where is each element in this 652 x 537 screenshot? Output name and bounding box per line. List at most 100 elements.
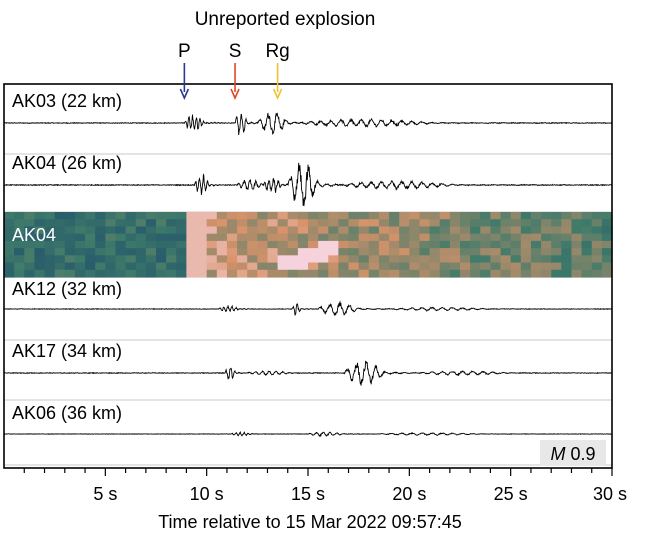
spectrogram-cell (24, 255, 35, 264)
spectrogram-cell (34, 248, 46, 256)
spectrogram-cell (105, 262, 117, 271)
spectrogram-cell (277, 269, 289, 278)
spectrogram-cell (4, 248, 15, 256)
spectrogram-cell (389, 226, 400, 235)
spectrogram-cell (125, 219, 137, 228)
spectrogram-cell (4, 240, 15, 249)
spectrogram-cell (186, 248, 198, 256)
spectrogram-cell (216, 262, 228, 271)
spectrogram-cell (105, 226, 117, 235)
spectrogram-cell (74, 269, 86, 278)
spectrogram-cell (460, 233, 471, 242)
spectrogram-cell (135, 269, 147, 278)
spectrogram-cell (520, 255, 532, 264)
spectrogram-cell (176, 248, 187, 256)
spectrogram-cell (166, 233, 177, 242)
spectrogram-cell (156, 233, 167, 242)
spectrogram-cell (34, 212, 46, 220)
spectrogram-cell (176, 240, 187, 249)
spectrogram-cell (449, 248, 461, 256)
spectrogram-cell (216, 240, 228, 249)
spectrogram-cell (64, 248, 76, 256)
x-tick-label: 25 s (494, 484, 528, 504)
spectrogram-cell (541, 262, 552, 271)
spectrogram-cell (247, 269, 258, 278)
spectrogram-cell (530, 269, 542, 278)
spectrogram-cell (378, 269, 390, 278)
spectrogram-cell (54, 212, 66, 220)
spectrogram-cell (166, 226, 177, 235)
spectrogram-cell (115, 212, 127, 220)
spectrogram-cell (54, 240, 66, 249)
spectrogram-cell (308, 269, 319, 278)
spectrogram-cell (470, 219, 481, 228)
spectrogram-cell (257, 269, 269, 278)
magnitude-badge-bg (540, 440, 606, 466)
spectrogram-cell (348, 233, 360, 242)
spectrogram-cell (358, 212, 370, 220)
spectrogram-cell (237, 255, 248, 264)
spectrogram-cell (480, 255, 491, 264)
spectrogram-cell (267, 219, 279, 228)
spectrogram-cell (287, 248, 299, 256)
spectrogram-cell (399, 226, 410, 235)
spectrogram-cell (399, 240, 410, 249)
spectrogram-cell (95, 219, 106, 228)
spectrogram-cell (439, 262, 451, 271)
spectrogram-cell (54, 219, 66, 228)
spectrogram-cell (4, 219, 15, 228)
spectrogram-cell (571, 240, 583, 249)
spectrogram-cell (135, 233, 147, 242)
spectrogram-cell (186, 255, 198, 264)
spectrogram-cell (399, 248, 410, 256)
spectrogram-cell (561, 212, 573, 220)
spectrogram-cell (378, 226, 390, 235)
spectrogram-cell (460, 240, 471, 249)
spectrogram-cell (34, 226, 46, 235)
spectrogram-cell (95, 248, 106, 256)
spectrogram-cell (287, 269, 299, 278)
spectrogram-cell (490, 233, 502, 242)
spectrogram-cell (125, 248, 137, 256)
spectrogram-cell (4, 255, 15, 264)
spectrogram-cell (541, 233, 552, 242)
spectrogram-cell (196, 269, 208, 278)
spectrogram-cell (257, 248, 269, 256)
spectrogram-cell (449, 262, 461, 271)
spectrogram-cell (328, 212, 339, 220)
spectrogram-cell (581, 212, 593, 220)
spectrogram-cell (571, 212, 583, 220)
spectrogram-cell (318, 240, 329, 249)
spectrogram-cell (85, 226, 96, 235)
spectrogram-cell (277, 226, 289, 235)
spectrogram-cell (237, 233, 248, 242)
spectrogram-cell (348, 240, 360, 249)
spectrogram-cell (551, 233, 562, 242)
spectrogram-cell (206, 219, 218, 228)
spectrogram-cell (338, 269, 350, 278)
spectrogram-cell (135, 262, 147, 271)
spectrogram-cell (216, 233, 228, 242)
spectrogram-cell (470, 212, 481, 220)
spectrogram-cell (115, 255, 127, 264)
spectrogram-cell (226, 219, 238, 228)
spectrogram-cell (510, 255, 522, 264)
spectrogram-cell (34, 262, 46, 271)
spectrogram-cell (348, 212, 360, 220)
spectrogram-cell (54, 233, 66, 242)
spectrogram-cell (115, 219, 127, 228)
spectrogram-cell (348, 219, 360, 228)
waveform-trace (3, 162, 613, 206)
spectrogram-cell (338, 226, 350, 235)
spectrogram-cell (358, 248, 370, 256)
spectrogram-cell (216, 269, 228, 278)
spectrogram-cell (196, 226, 208, 235)
spectrogram-cell (226, 212, 238, 220)
spectrogram-cell (125, 269, 137, 278)
phase-markers: P S Rg (178, 41, 290, 100)
spectrogram-cell (510, 240, 522, 249)
spectrogram-cell (216, 248, 228, 256)
spectrogram-cell (348, 255, 360, 264)
spectrogram-cell (429, 240, 441, 249)
